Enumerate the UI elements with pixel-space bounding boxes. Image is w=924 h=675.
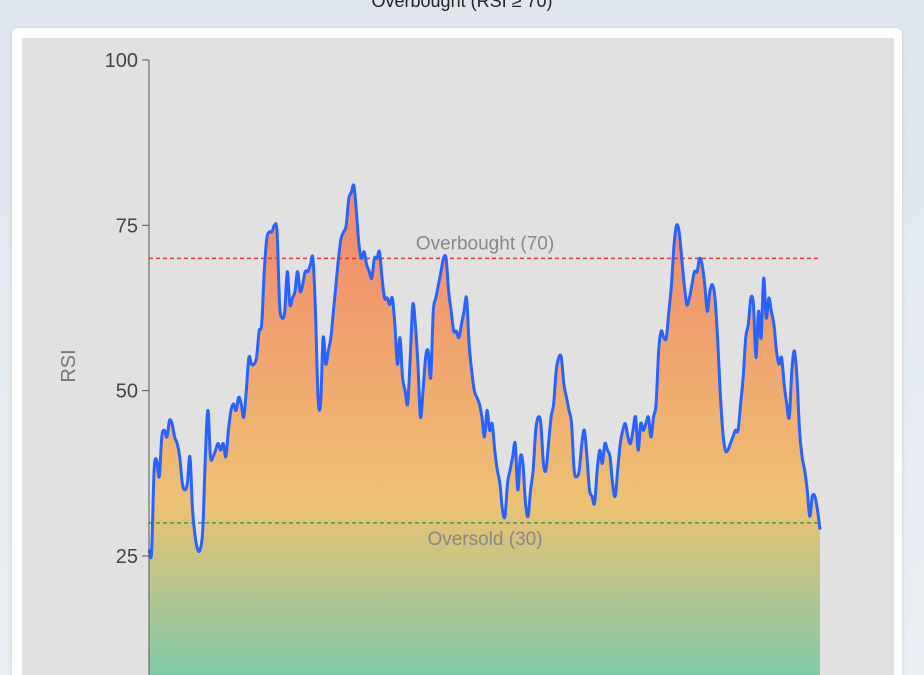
rsi-line (147, 183, 822, 560)
y-tick-label: 50 (116, 381, 138, 403)
top-caption: Overbought (RSI ≥ 70) (371, 0, 553, 11)
reference-lines: Overbought (70) Oversold (30) (149, 233, 820, 550)
rsi-area-fill (149, 184, 820, 675)
y-axis: 25 50 75 100 (105, 50, 150, 675)
area-layer (149, 184, 820, 675)
y-tick-label: 75 (116, 215, 138, 237)
y-tick-label: 25 (116, 546, 138, 568)
oversold-label: Oversold (30) (427, 529, 542, 550)
y-tick-label: 100 (105, 50, 138, 72)
series-layer (147, 183, 822, 560)
y-axis-title: RSI (58, 349, 80, 382)
overbought-label: Overbought (70) (416, 233, 554, 254)
